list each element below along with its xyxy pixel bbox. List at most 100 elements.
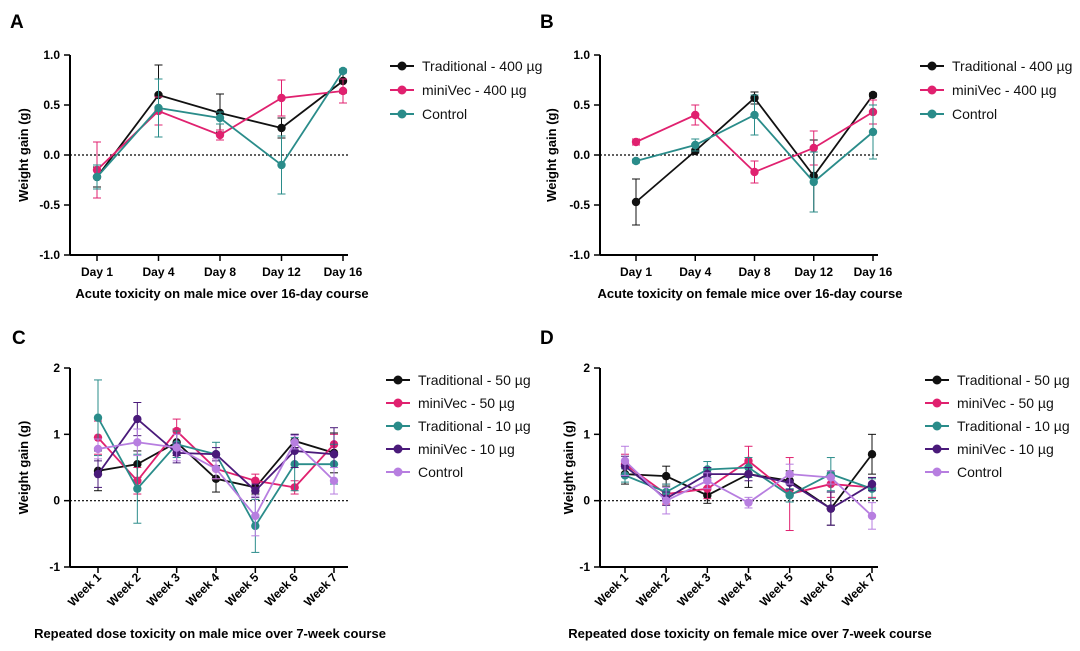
x-tick-label: Week 1: [592, 570, 631, 609]
data-point: [93, 444, 103, 454]
legend: Traditional - 50 µg miniVec - 50 µg Tradit…: [386, 372, 531, 480]
x-tick-label: Week 7: [839, 570, 878, 609]
data-point: [631, 137, 641, 147]
data-point: [251, 486, 260, 495]
y-tick-label: 1: [53, 427, 60, 441]
x-tick-label: Day 1: [620, 265, 652, 279]
x-tick-label: Week 5: [222, 570, 261, 609]
x-tick-label: Week 4: [716, 570, 755, 609]
legend-swatch-marker: [932, 421, 942, 431]
legend: Traditional - 400 µg miniVec - 400 µg Cont…: [920, 58, 1072, 122]
legend-label: miniVec - 400 µg: [952, 82, 1057, 98]
y-tick-label: 0: [583, 494, 590, 508]
data-point: [172, 443, 181, 452]
data-point: [215, 113, 225, 123]
series-4: [620, 445, 877, 530]
legend-swatch-marker: [932, 375, 942, 385]
legend-label: miniVec - 50 µg: [957, 395, 1054, 411]
series-2: [631, 94, 878, 213]
legend-swatch-marker: [927, 85, 937, 95]
legend-label: Traditional - 400 µg: [422, 58, 542, 74]
data-point: [631, 156, 641, 166]
legend-label: Traditional - 50 µg: [418, 372, 531, 388]
y-tick-label: -1.0: [39, 248, 60, 262]
x-tick-label: Day 16: [854, 265, 893, 279]
data-point: [251, 511, 260, 521]
data-point: [290, 438, 299, 447]
data-point: [211, 450, 221, 459]
data-point: [251, 476, 260, 485]
y-tick-label: 0.5: [573, 98, 590, 112]
y-tick-label: 0.0: [573, 148, 590, 162]
data-point: [785, 469, 794, 479]
x-tick-label: Day 1: [81, 265, 113, 279]
data-point: [826, 473, 836, 482]
legend-label: Control: [952, 106, 997, 122]
y-tick-label: 1.0: [573, 48, 590, 62]
x-tick-label: Week 2: [104, 570, 143, 609]
legend-swatch-marker: [932, 467, 942, 477]
legend-label: Control: [418, 464, 463, 480]
y-axis-title: Weight gain (g): [16, 421, 31, 515]
x-tick-label: Week 6: [262, 570, 301, 609]
data-point: [744, 469, 753, 479]
series-0: [92, 64, 348, 188]
y-tick-label: -1: [579, 560, 590, 574]
x-tick-label: Week 1: [65, 570, 104, 609]
legend-label: Traditional - 10 µg: [418, 418, 531, 434]
data-point: [133, 438, 142, 447]
series-4: [93, 428, 339, 537]
x-tick-label: Week 3: [674, 570, 713, 609]
data-point: [329, 450, 339, 459]
x-tick-label: Week 2: [633, 570, 672, 609]
legend-label: Traditional - 50 µg: [957, 372, 1070, 388]
legend-swatch-marker: [397, 85, 407, 95]
legend-label: Traditional - 10 µg: [957, 418, 1070, 434]
data-point: [631, 197, 641, 207]
x-tick-label: Day 16: [324, 265, 363, 279]
y-tick-label: 1.0: [43, 48, 60, 62]
data-point: [133, 414, 142, 424]
y-tick-label: 2: [583, 361, 590, 375]
legend-swatch-marker: [932, 398, 942, 408]
data-point: [154, 103, 163, 113]
data-point: [277, 160, 286, 170]
data-point: [867, 479, 877, 489]
data-point: [867, 511, 877, 521]
data-point: [133, 484, 142, 493]
x-axis-title: Acute toxicity on female mice over 16-da…: [598, 286, 903, 301]
data-point: [691, 110, 700, 120]
y-tick-label: -1: [49, 560, 60, 574]
data-point: [215, 130, 225, 140]
legend: Traditional - 400 µg miniVec - 400 µg Cont…: [390, 58, 542, 122]
data-point: [826, 504, 836, 513]
y-tick-label: -0.5: [569, 198, 590, 212]
data-point: [93, 469, 103, 479]
x-tick-label: Day 4: [142, 265, 174, 279]
series-2: [92, 66, 348, 195]
legend-label: Control: [422, 106, 467, 122]
x-tick-label: Day 8: [204, 265, 236, 279]
y-axis-title: Weight gain (g): [544, 108, 559, 202]
x-tick-label: Week 7: [301, 570, 340, 609]
y-axis-title: Weight gain (g): [16, 108, 31, 202]
data-point: [809, 143, 818, 153]
legend-swatch-marker: [932, 444, 942, 454]
legend-label: miniVec - 50 µg: [418, 395, 515, 411]
data-point: [750, 167, 759, 177]
data-point: [750, 110, 759, 120]
panel-label: C: [12, 328, 26, 349]
y-axis-title: Weight gain (g): [561, 421, 576, 515]
data-point: [661, 471, 671, 481]
data-point: [868, 127, 878, 137]
legend-swatch-marker: [397, 109, 407, 119]
panel-label: B: [540, 12, 554, 33]
legend-swatch-marker: [397, 61, 407, 71]
data-point: [93, 413, 103, 422]
legend-swatch-marker: [927, 61, 937, 71]
y-tick-label: 1: [583, 427, 590, 441]
legend-label: miniVec - 10 µg: [957, 441, 1054, 457]
x-tick-label: Week 4: [183, 570, 222, 609]
